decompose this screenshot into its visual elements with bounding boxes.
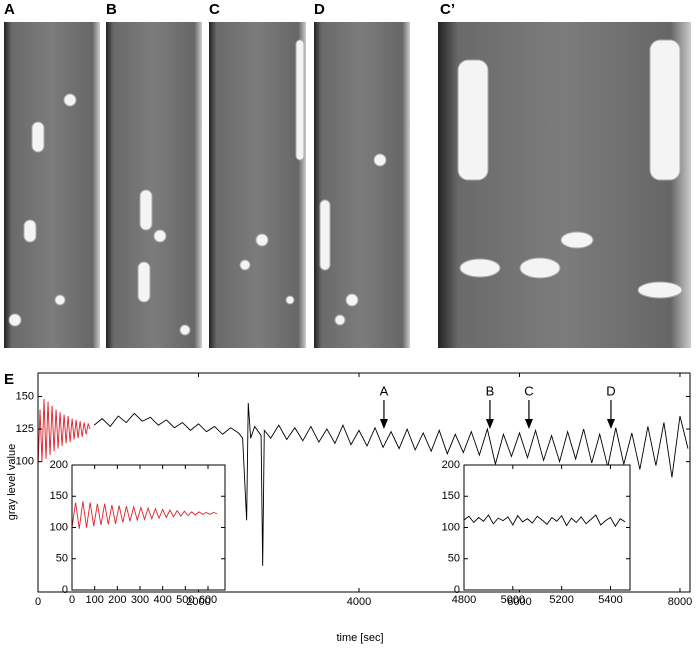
photo-b [106, 22, 202, 348]
panel-label: E [4, 371, 14, 388]
annotation-label: D [606, 383, 615, 398]
inset-background [72, 465, 225, 590]
photo-c [209, 22, 306, 348]
x-tick-label: 400 [153, 594, 171, 606]
plot-frame [37, 372, 691, 593]
panel-label: C’ [440, 1, 455, 18]
x-tick-label: 5000 [501, 594, 525, 606]
panel-label: C [209, 1, 220, 18]
y-axis-label: gray level value [6, 444, 18, 520]
x-tick-label: 200 [108, 594, 126, 606]
series-line [463, 514, 626, 528]
panel-labels: A B C D C’ E [4, 1, 455, 388]
x-tick-label: 4000 [347, 596, 371, 608]
photo-d [314, 22, 410, 348]
x-tick-label: 2000 [186, 596, 210, 608]
y-tick-label: 150 [16, 390, 34, 402]
y-tick-label: 200 [50, 459, 68, 471]
inset-background [464, 465, 630, 590]
panel-label: A [4, 1, 15, 18]
annotation-label: C [524, 383, 533, 398]
y-tick-label: 100 [50, 521, 68, 533]
x-tick-label: 100 [85, 594, 103, 606]
series-line [37, 399, 91, 469]
panel-label: B [106, 1, 117, 18]
annotation-arrowhead [606, 419, 615, 429]
x-tick-label: 5400 [598, 594, 622, 606]
series-line [93, 402, 689, 566]
y-tick-label: 200 [442, 459, 460, 471]
photo-a [4, 22, 100, 348]
y-tick-label: 100 [442, 521, 460, 533]
y-tick-label: 150 [442, 490, 460, 502]
x-tick-label: 0 [35, 596, 41, 608]
annotation-arrowhead [379, 419, 388, 429]
bubbles [8, 39, 683, 336]
x-tick-label: 500 [176, 594, 194, 606]
y-tick-label: 0 [62, 584, 68, 596]
x-tick-label: 0 [69, 594, 75, 606]
x-tick-label: 300 [131, 594, 149, 606]
y-tick-label: 50 [56, 553, 68, 565]
x-tick-label: 600 [199, 594, 217, 606]
annotation-label: B [486, 383, 495, 398]
y-tick-label: 100 [16, 456, 34, 468]
y-tick-label: 0 [454, 584, 460, 596]
annotation-arrowhead [485, 419, 494, 429]
annotation-arrowhead [524, 419, 533, 429]
y-tick-label: 50 [448, 553, 460, 565]
x-tick-label: 4800 [452, 594, 476, 606]
x-tick-label: 8000 [668, 596, 692, 608]
x-tick-label: 6000 [507, 596, 531, 608]
y-tick-label: 125 [16, 423, 34, 435]
panel-label: D [314, 1, 325, 18]
x-axis-label: time [sec] [336, 632, 383, 644]
x-tick-label: 5200 [549, 594, 573, 606]
annotation-label: A [380, 383, 389, 398]
series-line [71, 501, 218, 529]
y-tick-label: 150 [50, 490, 68, 502]
